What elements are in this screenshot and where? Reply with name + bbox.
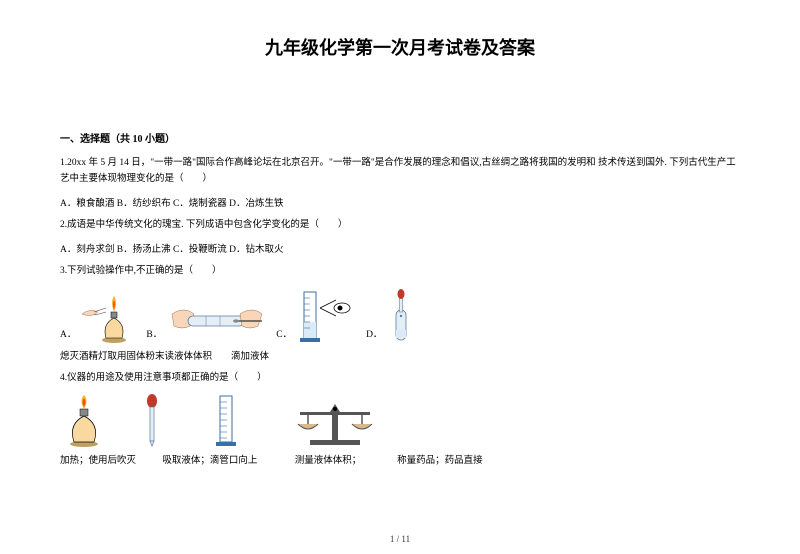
q3-label-c: C． (276, 326, 292, 344)
question-4-images (60, 394, 740, 448)
question-2-options: A．刻舟求剑 B．扬汤止沸 C．投鞭断流 D．钻木取火 (60, 241, 740, 255)
question-1-text: 1.20xx 年 5 月 14 日，"一带一路"国际合作高峰论坛在北京召开。"一… (60, 155, 740, 187)
q3-option-c: C． (276, 288, 356, 344)
q4-option-d (290, 394, 380, 448)
question-1-options: A．粮食酿酒 B．纺纱织布 C．烧制瓷器 D．冶炼生铁 (60, 195, 740, 209)
question-3-text: 3.下列试验操作中,不正确的是（ ） (60, 263, 740, 279)
page-title: 九年级化学第一次月考试卷及答案 (60, 34, 740, 60)
q4-cap-a: 加热；使用后吹灭 (60, 452, 160, 466)
q4-option-b (142, 394, 162, 448)
q4-cap-d: 称量药品；药品直接 (397, 452, 483, 466)
question-4-captions: 加热；使用后吹灭 吸取液体；滴管口向上 测量液体体积； 称量药品；药品直接 (60, 452, 740, 466)
q4-option-c (212, 394, 240, 448)
section-heading: 一、选择题（共 10 小题） (60, 130, 740, 145)
q3-label-d: D． (366, 326, 382, 344)
alcohol-lamp-blow-icon (80, 294, 136, 344)
q3-option-b: B． (146, 300, 266, 344)
question-4-text: 4.仪器的用途及使用注意事项都正确的是（ ） (60, 370, 740, 386)
q3-option-d: D． (366, 288, 416, 344)
q4-cap-c: 测量液体体积； (295, 452, 395, 466)
powder-tube-icon (166, 300, 266, 344)
question-3-images: A． B． C． (60, 288, 740, 344)
dropper-icon (142, 394, 162, 448)
q3-label-a: A． (60, 326, 76, 344)
balance-scale-icon (290, 394, 380, 448)
q4-cap-b: 吸取液体；滴管口向上 (162, 452, 292, 466)
question-2-text: 2.成语是中华传统文化的瑰宝. 下列成语中包含化学变化的是（ ） (60, 217, 740, 233)
q3-option-a: A． (60, 294, 136, 344)
q4-option-a (60, 394, 108, 448)
alcohol-lamp-icon (60, 394, 108, 448)
page-number: 1 / 11 (0, 534, 800, 544)
question-3-captions: 熄灭酒精灯取用固体粉末读液体体积 滴加液体 (60, 348, 740, 362)
graduated-cylinder-icon (212, 394, 240, 448)
q3-label-b: B． (146, 326, 162, 344)
dropper-tube-icon (386, 288, 416, 344)
read-volume-icon (296, 288, 356, 344)
